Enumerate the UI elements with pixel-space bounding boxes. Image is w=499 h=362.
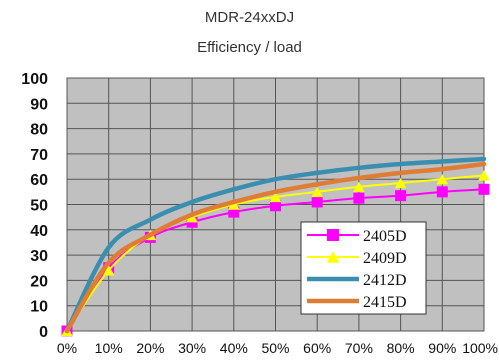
legend-item: 2412D: [307, 272, 407, 289]
x-tick-label: 60%: [303, 340, 331, 356]
data-point: [395, 190, 407, 202]
x-tick-label: 30%: [178, 340, 206, 356]
legend-marker: [327, 229, 339, 241]
data-point: [311, 186, 323, 198]
legend-box: [300, 221, 427, 315]
data-point: [102, 265, 115, 276]
legend-label: 2409D: [363, 250, 407, 267]
data-point: [228, 206, 240, 218]
y-tick-label: 10: [30, 299, 48, 316]
y-axis: 0 10 20 30 40 50 60 70 80 90 100: [21, 71, 48, 341]
x-tick-label: 40%: [220, 340, 248, 356]
y-tick-label: 100: [21, 71, 48, 88]
x-tick-label: 50%: [261, 340, 289, 356]
x-tick-label: 80%: [387, 340, 415, 356]
data-point: [270, 200, 281, 212]
x-tick-label: 20%: [136, 340, 164, 356]
chart-subtitle: Efficiency / load: [197, 39, 302, 56]
data-point: [186, 211, 198, 223]
legend-label: 2415D: [363, 294, 407, 311]
x-axis: 0% 10% 20% 30% 40% 50% 60% 70% 80% 90% 100%: [57, 340, 498, 356]
y-tick-label: 50: [30, 198, 48, 215]
legend-item: 2409D: [307, 250, 407, 267]
data-point: [394, 177, 407, 189]
legend: 2405D 2409D 2412D 2415D: [300, 221, 427, 315]
series-line: [64, 161, 487, 334]
x-tick-label: 0%: [57, 340, 77, 356]
legend-marker: [326, 251, 340, 263]
data-point: [353, 192, 365, 204]
data-point: [228, 199, 240, 210]
y-tick-label: 30: [30, 248, 48, 265]
x-tick-label: 70%: [345, 340, 373, 356]
x-tick-label: 100%: [462, 340, 498, 356]
series-line: [64, 156, 487, 334]
legend-label: 2412D: [363, 272, 407, 289]
x-tick-label: 10%: [95, 340, 123, 356]
legend-item: 2405D: [307, 228, 407, 245]
y-tick-label: 70: [30, 147, 48, 164]
data-point: [478, 170, 490, 181]
data-point: [311, 196, 323, 208]
series-2412D: [64, 156, 487, 334]
y-tick-label: 0: [39, 324, 48, 341]
legend-label: 2405D: [363, 228, 407, 245]
chart-title: MDR-24xxDJ: [204, 9, 295, 26]
data-point: [353, 181, 365, 193]
data-point: [269, 191, 282, 203]
y-tick-label: 20: [30, 273, 48, 290]
y-tick-label: 40: [30, 223, 48, 240]
y-tick-label: 60: [30, 172, 48, 189]
data-point: [436, 186, 448, 198]
x-tick-label: 90%: [428, 340, 456, 356]
series-lines: [61, 156, 490, 337]
data-point: [436, 173, 449, 185]
data-point: [478, 183, 490, 195]
legend-item: 2415D: [307, 294, 407, 311]
series-2415D: [64, 161, 487, 334]
y-tick-label: 80: [30, 122, 48, 139]
y-tick-label: 90: [30, 96, 48, 113]
